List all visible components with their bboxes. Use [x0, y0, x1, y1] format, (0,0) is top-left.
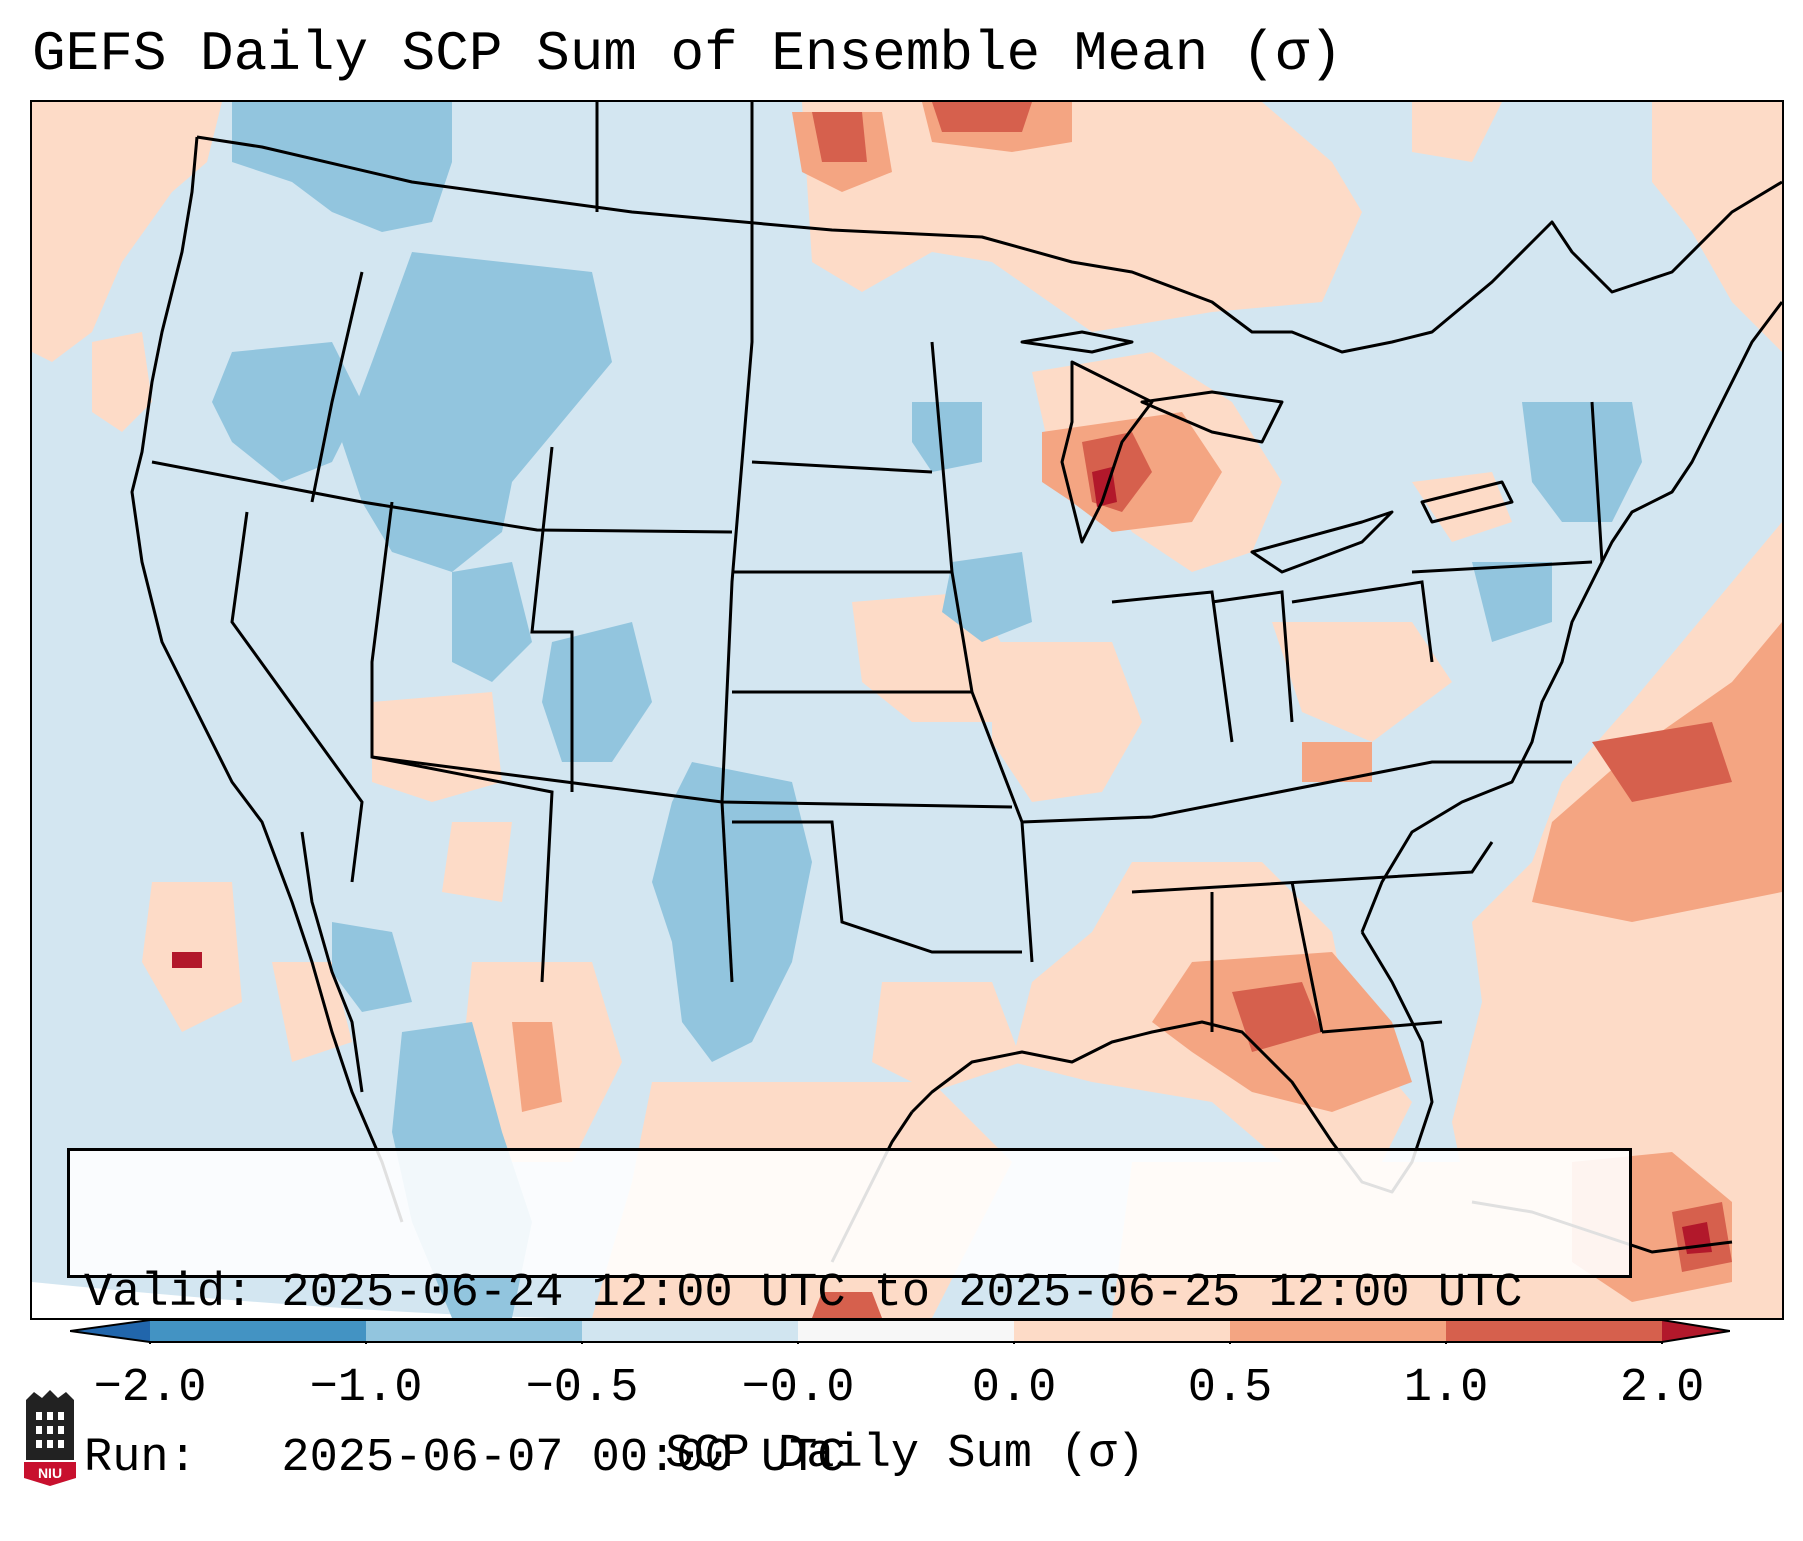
state-borders — [151, 102, 1604, 1034]
lake-superior — [1020, 330, 1134, 354]
border-ok-tx — [732, 820, 1022, 954]
border-al-ga — [1290, 881, 1324, 1033]
border-mn-ia-mo-ar-la — [930, 341, 1034, 963]
border-ca-nv-az — [230, 511, 364, 883]
gulf-coast — [910, 931, 1434, 1194]
border-oh-pa — [1291, 580, 1434, 663]
border-ar-tn-nc — [1021, 760, 1572, 824]
valid-time-line: Valid: 2025-06-24 12:00 UTC to 2025-06-2… — [84, 1267, 1523, 1320]
scp-map — [32, 102, 1782, 1318]
colorbar — [70, 1319, 1730, 1344]
outside-domain-sw — [32, 1282, 552, 1318]
colorbar-bin — [582, 1320, 798, 1342]
us-canada-border — [196, 135, 1782, 354]
colorbar-bin — [366, 1320, 582, 1342]
border-nm-tx — [720, 801, 734, 983]
logo-shield — [24, 1462, 76, 1486]
colorbar-tick-label: 0.5 — [1187, 1362, 1273, 1415]
colorbar-ticks — [149, 1342, 1663, 1344]
colorbar-tick-label: −0.0 — [741, 1362, 855, 1415]
colorbar-tick-label: −1.0 — [309, 1362, 423, 1415]
colorbar-bin — [150, 1320, 366, 1342]
colorbar-bin — [798, 1320, 1014, 1342]
colorbar-bin — [1230, 1320, 1446, 1342]
colorbar-tick-label: 2.0 — [1619, 1362, 1705, 1415]
baja-coast — [300, 831, 364, 1093]
colorbar-tick-label: −0.5 — [525, 1362, 639, 1415]
colorbar-bin — [1446, 1320, 1662, 1342]
logo-windows — [36, 1412, 64, 1448]
positive-anomaly-strong — [812, 102, 1732, 1318]
border-wa-or-id — [310, 271, 364, 503]
pacific-coast — [130, 136, 404, 1223]
border-wy-co — [530, 446, 574, 792]
border-or-ca-id-nv-ut — [151, 460, 733, 534]
validity-info-box: Valid: 2025-06-24 12:00 UTC to 2025-06-2… — [67, 1148, 1632, 1485]
map-title: GEFS Daily SCP Sum of Ensemble Mean (σ) — [32, 22, 1343, 86]
lake-huron — [1140, 390, 1284, 444]
border-ms-al-ga-sc — [1131, 841, 1494, 894]
border-in-oh — [1211, 590, 1294, 723]
border-ny-vt — [1590, 401, 1604, 563]
niu-logo: NIU — [24, 1390, 76, 1486]
logo-tower-shape — [26, 1390, 74, 1460]
colorbar-bin — [1014, 1320, 1230, 1342]
colorbar-tick-label: 0.0 — [971, 1362, 1057, 1415]
lake-michigan — [1060, 360, 1154, 544]
border-fl-north — [1321, 1020, 1443, 1034]
colorbar-bin-under — [70, 1320, 150, 1342]
colorbar-label: SCP Daily Sum (σ) — [665, 1428, 1145, 1481]
run-time-line: Run: 2025-06-07 00:00 UTC — [84, 1432, 846, 1485]
border-nd-sd-ne-ks — [720, 102, 754, 803]
coastlines-borders — [130, 135, 1782, 1263]
atlantic-coast — [1360, 301, 1782, 933]
colorbar-tick-label: −2.0 — [93, 1362, 207, 1415]
lake-ontario — [1420, 480, 1514, 524]
logo-text: NIU — [38, 1465, 62, 1481]
map-panel — [30, 100, 1784, 1320]
border-ny-pa — [1411, 560, 1593, 574]
border-nd-sd — [751, 460, 933, 474]
lake-erie — [1250, 510, 1394, 574]
colorbar-bin-over — [1662, 1320, 1730, 1342]
colorbar-tick-label: 1.0 — [1403, 1362, 1489, 1415]
border-ks-ok — [371, 755, 1013, 809]
border-il-in — [1111, 590, 1234, 743]
